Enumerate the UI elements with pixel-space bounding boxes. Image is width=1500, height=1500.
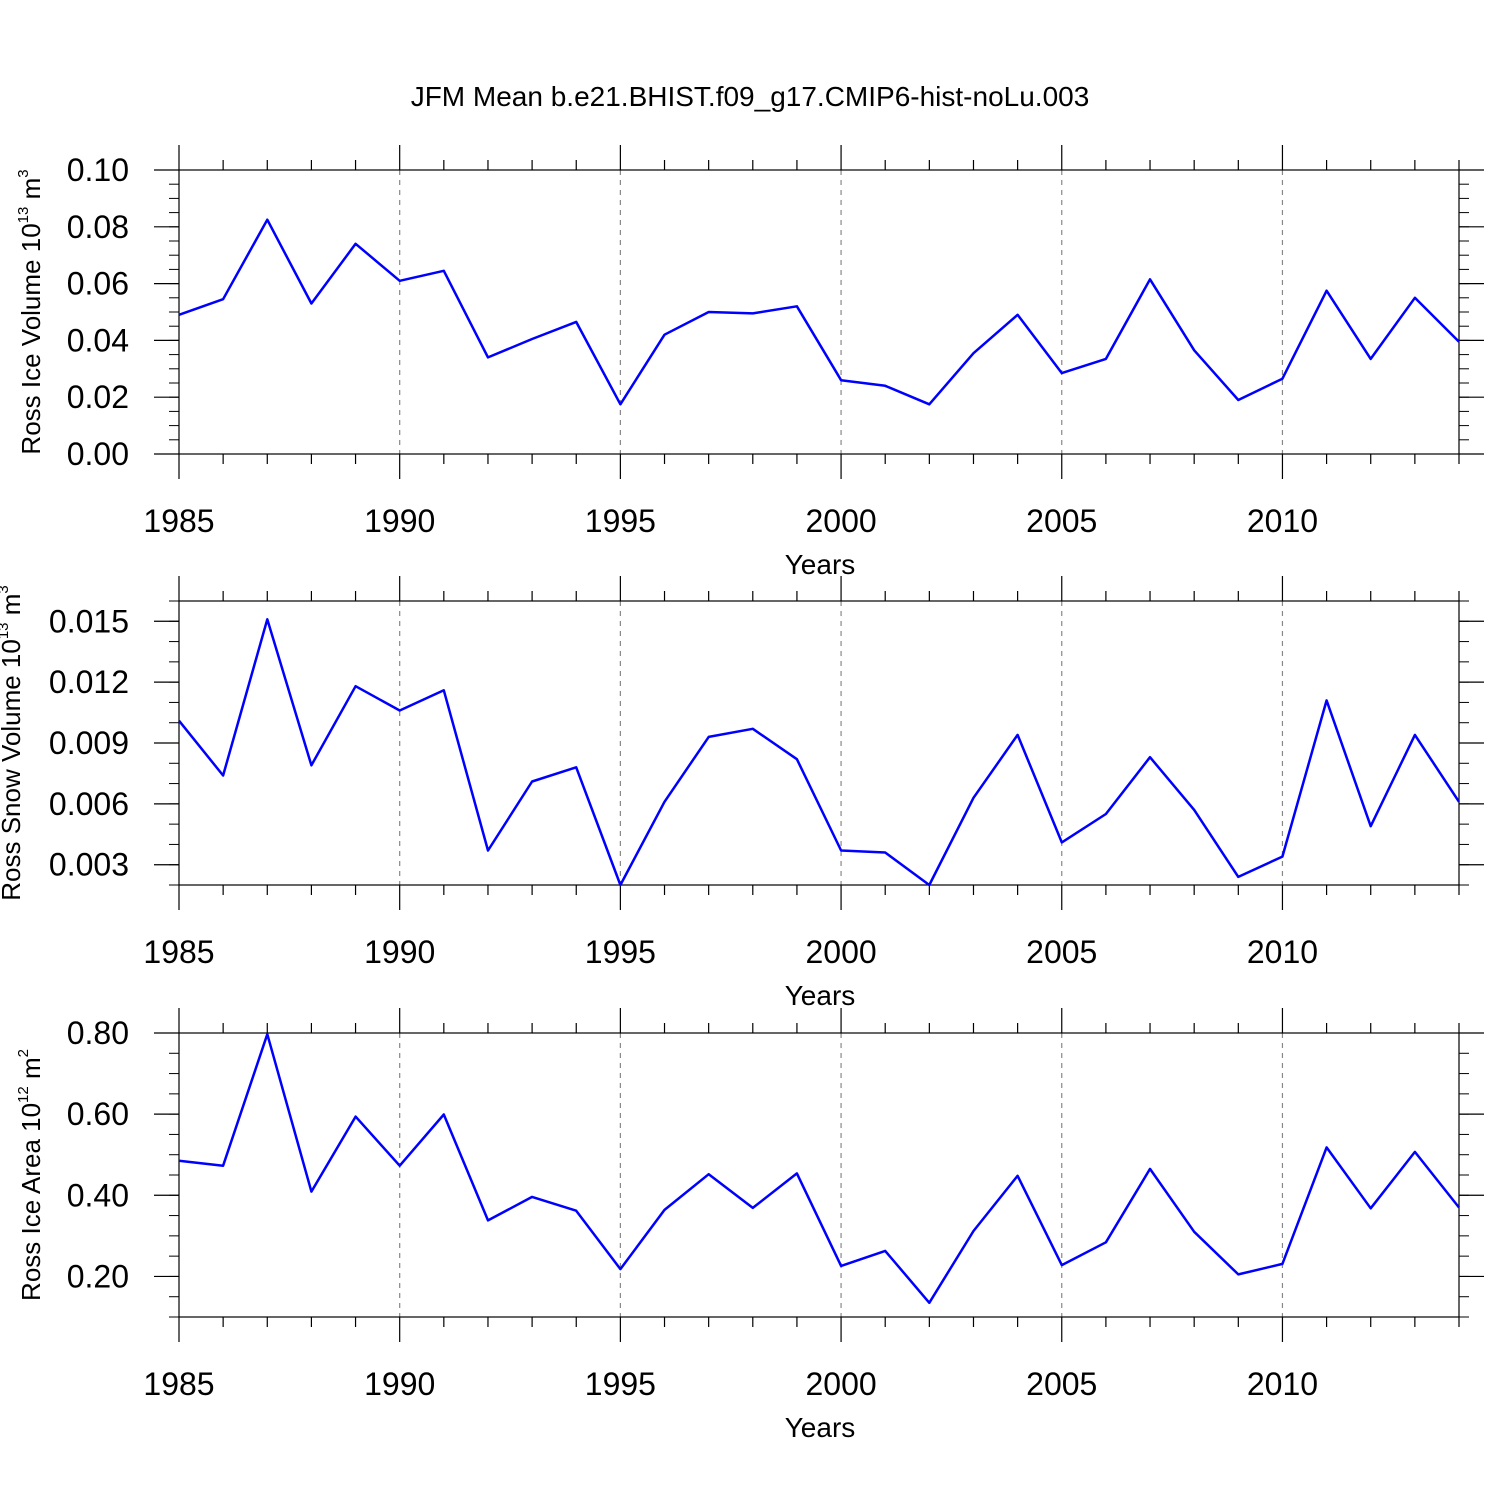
x-tick-label-1985: 1985: [143, 1366, 214, 1402]
x-tick-label-2000: 2000: [805, 1366, 876, 1402]
x-axis-label: Years: [785, 549, 856, 580]
y-tick-label-4: 0.08: [67, 209, 129, 245]
plot-frame: [178, 1032, 1460, 1318]
figure-title: JFM Mean b.e21.BHIST.f09_g17.CMIP6-hist-…: [411, 81, 1090, 112]
y-axis-label-unit-exponent: 2: [15, 1049, 32, 1057]
x-tick-label-2005: 2005: [1026, 934, 1097, 970]
y-axis-label: Ross Ice Volume 1013 m3: [15, 169, 46, 454]
y-tick-label-5: 0.10: [67, 152, 129, 188]
y-tick-label-1: 0.02: [67, 379, 129, 415]
y-axis-label-text: Ross Ice Area 10: [16, 1103, 46, 1301]
x-tick-label-2005: 2005: [1026, 503, 1097, 539]
y-axis-label: Ross Snow Volume 1013 m3: [0, 585, 26, 901]
x-tick-label-1990: 1990: [364, 934, 435, 970]
y-tick-label-2: 0.009: [49, 725, 129, 761]
x-tick-label-1995: 1995: [585, 1366, 656, 1402]
y-tick-label-4: 0.015: [49, 603, 129, 639]
y-axis-label-unit: m: [0, 594, 26, 623]
x-tick-label-2000: 2000: [805, 503, 876, 539]
y-tick-label-2: 0.04: [67, 322, 129, 358]
plot-frame: [178, 169, 1460, 455]
y-axis-label-exponent: 12: [15, 1086, 32, 1103]
x-tick-label-1995: 1995: [585, 934, 656, 970]
y-axis-label-unit: m: [16, 1057, 46, 1086]
y-tick-label-1: 0.006: [49, 786, 129, 822]
chart-panel-3: 1985 1990 1995 2000 2005 2010 Years 0.20 0.40 0.6…: [15, 1008, 1484, 1443]
x-tick-label-2000: 2000: [805, 934, 876, 970]
x-axis-label: Years: [785, 1412, 856, 1443]
x-tick-label-1985: 1985: [143, 934, 214, 970]
x-tick-label-1990: 1990: [364, 503, 435, 539]
y-axis-label-text: Ross Snow Volume 10: [0, 639, 26, 901]
y-axis-label-unit: m: [16, 178, 46, 207]
series-line-ross-snow-volume: [178, 618, 1461, 887]
y-tick-label-0: 0.20: [67, 1258, 129, 1294]
y-tick-label-1: 0.40: [67, 1177, 129, 1213]
x-tick-label-2005: 2005: [1026, 1366, 1097, 1402]
panels: 1985 1990 1995 2000 2005 2010 Years 0.00 0.02 0.0…: [0, 145, 1484, 1443]
chart-panel-1: 1985 1990 1995 2000 2005 2010 Years 0.00 0.02 0.0…: [15, 145, 1484, 580]
chart-panel-2: 1985 1990 1995 2000 2005 2010 Years 0.003 0.006 0…: [0, 576, 1484, 1011]
series-line-ross-ice-volume: [178, 218, 1460, 406]
y-tick-label-3: 0.06: [67, 266, 129, 302]
y-axis-label-exponent: 13: [15, 207, 32, 224]
x-tick-label-2010: 2010: [1247, 1366, 1318, 1402]
plot-frame: [178, 600, 1460, 886]
y-tick-label-2: 0.60: [67, 1096, 129, 1132]
x-tick-label-2010: 2010: [1247, 503, 1318, 539]
y-tick-label-3: 0.80: [67, 1015, 129, 1051]
x-tick-label-2010: 2010: [1247, 934, 1318, 970]
x-tick-label-1985: 1985: [143, 503, 214, 539]
series-line-ross-ice-area: [178, 1032, 1460, 1305]
y-axis-label-text: Ross Ice Volume 10: [16, 223, 46, 454]
x-tick-label-1995: 1995: [585, 503, 656, 539]
x-tick-label-1990: 1990: [364, 1366, 435, 1402]
y-tick-label-0: 0.00: [67, 436, 129, 472]
y-axis-label: Ross Ice Area 1012 m2: [15, 1049, 46, 1301]
y-tick-label-0: 0.003: [49, 847, 129, 883]
y-axis-label-unit-exponent: 3: [15, 169, 32, 177]
y-axis-label-unit-exponent: 3: [0, 585, 12, 593]
y-tick-label-3: 0.012: [49, 664, 129, 700]
x-axis-label: Years: [785, 980, 856, 1011]
y-axis-label-exponent: 13: [0, 622, 12, 639]
